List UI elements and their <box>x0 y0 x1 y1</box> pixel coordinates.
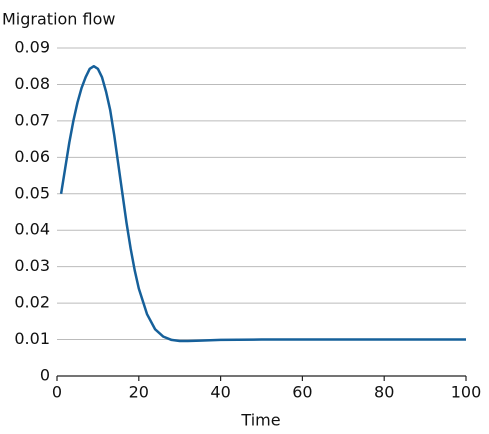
y-axis-label: Migration flow <box>2 10 115 29</box>
y-tick-label: 0.09 <box>14 38 50 57</box>
y-tick-label: 0.06 <box>14 147 50 166</box>
x-tick-label: 100 <box>451 383 482 402</box>
y-tick-label: 0.07 <box>14 110 50 129</box>
x-tick-label: 60 <box>292 383 312 402</box>
x-tick-label: 0 <box>52 383 62 402</box>
data-line <box>59 64 466 343</box>
y-tick-label: 0.03 <box>14 256 50 275</box>
x-axis-label: Time <box>240 411 280 430</box>
x-tick-label: 20 <box>129 383 149 402</box>
y-tick-label: 0.01 <box>14 329 50 348</box>
y-tick-label: 0 <box>40 366 50 385</box>
y-tick-label: 0.08 <box>14 74 50 93</box>
x-tick-label: 40 <box>210 383 230 402</box>
y-tick-label: 0.04 <box>14 220 50 239</box>
y-tick-label: 0.05 <box>14 183 50 202</box>
y-tick-label: 0.02 <box>14 293 50 312</box>
x-tick-label: 80 <box>374 383 394 402</box>
